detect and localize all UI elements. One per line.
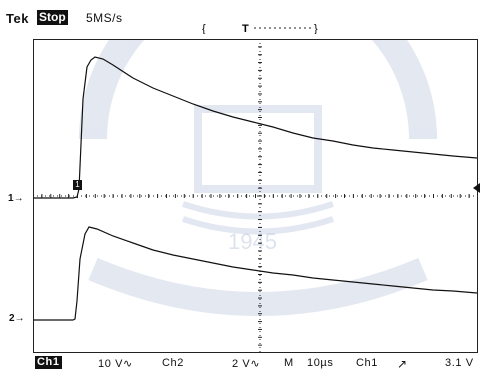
record-bracket-left-icon: { [202,23,206,34]
record-bracket-right-icon: } [314,23,318,34]
brand-label: Tek [6,11,29,26]
ch1-scale: 10 V∿ [98,358,133,370]
trigger-position-label: T [242,23,249,34]
trigger-level-readout: 3.1 V [445,357,474,369]
scope-header: Tek Stop 5MS/s { T } [0,0,482,34]
trigger-point-marker: 1 [73,180,82,190]
ch1-ground-marker: 1→ [8,193,24,204]
ch1-marker-label: 1 [8,193,14,204]
status-bar: Ch1 10 V∿ Ch2 2 V∿ M 10µs Ch1 ↗ 3.1 V [0,354,482,372]
ch2-marker-label: 2 [9,313,15,324]
ch2-ground-marker: 2→ [9,313,25,324]
ch2-label: Ch2 [162,357,184,369]
trigger-level-arrow-icon [473,183,480,193]
ac-coupling-icon: ∿ [250,358,261,370]
sample-rate-readout: 5MS/s [86,11,123,25]
trigger-position-indicator: { T } [202,23,318,34]
acquisition-state-badge: Stop [37,10,68,25]
trigger-source: Ch1 [356,357,378,369]
ch1-waveform [33,56,478,199]
timebase-readout: 10µs [307,357,334,369]
ch2-scale: 2 V∿ [232,358,261,370]
ac-coupling-icon: ∿ [123,358,133,370]
ch2-waveform [33,226,478,321]
watermark-year: 1945 [228,229,277,254]
ch1-label: Ch1 [35,356,62,369]
waveform-display: 1945 [33,39,478,353]
rising-edge-icon: ↗ [397,357,408,371]
timebase-mode: M [284,357,294,369]
